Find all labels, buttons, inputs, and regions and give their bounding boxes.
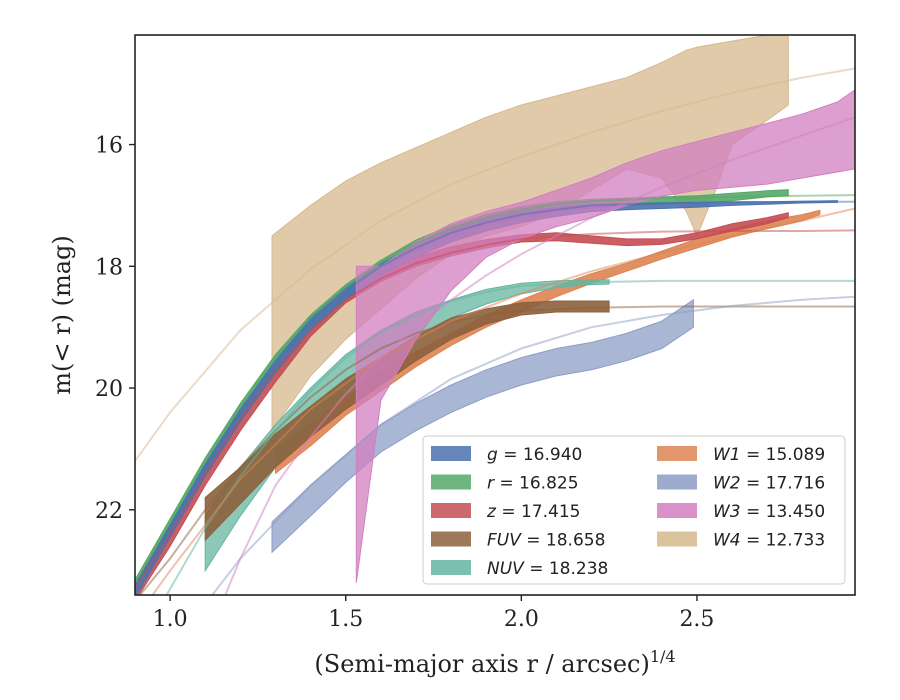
legend-label-w3: W3 = 13.450 [713,502,825,522]
model-curve-w2 [211,295,855,595]
x-tick-label: 1.5 [328,607,363,632]
x-tick-label: 2.5 [679,607,714,632]
legend-label-g: g = 16.940 [487,445,582,465]
band-w3 [355,89,855,583]
legend-label-w4: W4 = 12.733 [713,531,825,551]
x-axis-ticks: 1.0 1.5 2.0 2.5 [153,595,714,632]
legend-swatch-w2 [657,474,697,490]
legend-swatch-r [431,474,471,490]
model-curve-w1 [151,207,855,595]
legend: g = 16.940 r = 16.825 z = 17.415 FUV = 18.6… [422,435,846,585]
legend-label-nuv: NUV = 18.238 [487,559,608,579]
model-curves [135,67,855,595]
y-axis-ticks: 16 18 20 22 [95,134,135,524]
y-tick-label: 22 [95,499,123,524]
legend-label-z: z = 17.415 [486,502,580,522]
y-axis-label: m(< r) (mag) [48,235,76,394]
model-curve-w4 [135,67,855,462]
y-tick-label: 20 [95,377,123,402]
x-axis-label-superscript: 1/4 [650,647,676,666]
legend-label-fuv: FUV = 18.658 [487,531,605,551]
legend-frame [422,435,846,585]
legend-swatch-fuv [431,531,471,547]
x-tick-label: 1.0 [153,607,188,632]
legend-swatch-w4 [657,531,697,547]
legend-swatch-w1 [657,446,697,461]
model-curve-z [135,229,855,590]
legend-label-w1: W1 = 15.089 [713,445,825,465]
x-axis-label: (Semi-major axis r / arcsec)1/4 [314,647,675,678]
x-tick-label: 2.0 [504,607,539,632]
legend-label-w2: W2 = 17.716 [713,474,825,494]
band-w2 [271,298,694,554]
model-curve-r [135,194,855,584]
y-tick-label: 18 [95,255,123,280]
model-curve-fuv [138,305,855,595]
model-curve-g [135,200,855,590]
legend-label-r: r = 16.825 [487,474,579,494]
x-axis-label-main: (Semi-major axis r / arcsec) [314,650,649,678]
legend-swatch-g [431,446,471,461]
legend-swatch-z [431,503,471,518]
model-curve-w3 [224,116,855,595]
legend-swatch-nuv [431,560,471,575]
legend-swatch-w3 [657,503,697,518]
y-tick-label: 16 [95,134,123,159]
plot-frame [134,34,856,596]
plot-axes [134,34,856,596]
